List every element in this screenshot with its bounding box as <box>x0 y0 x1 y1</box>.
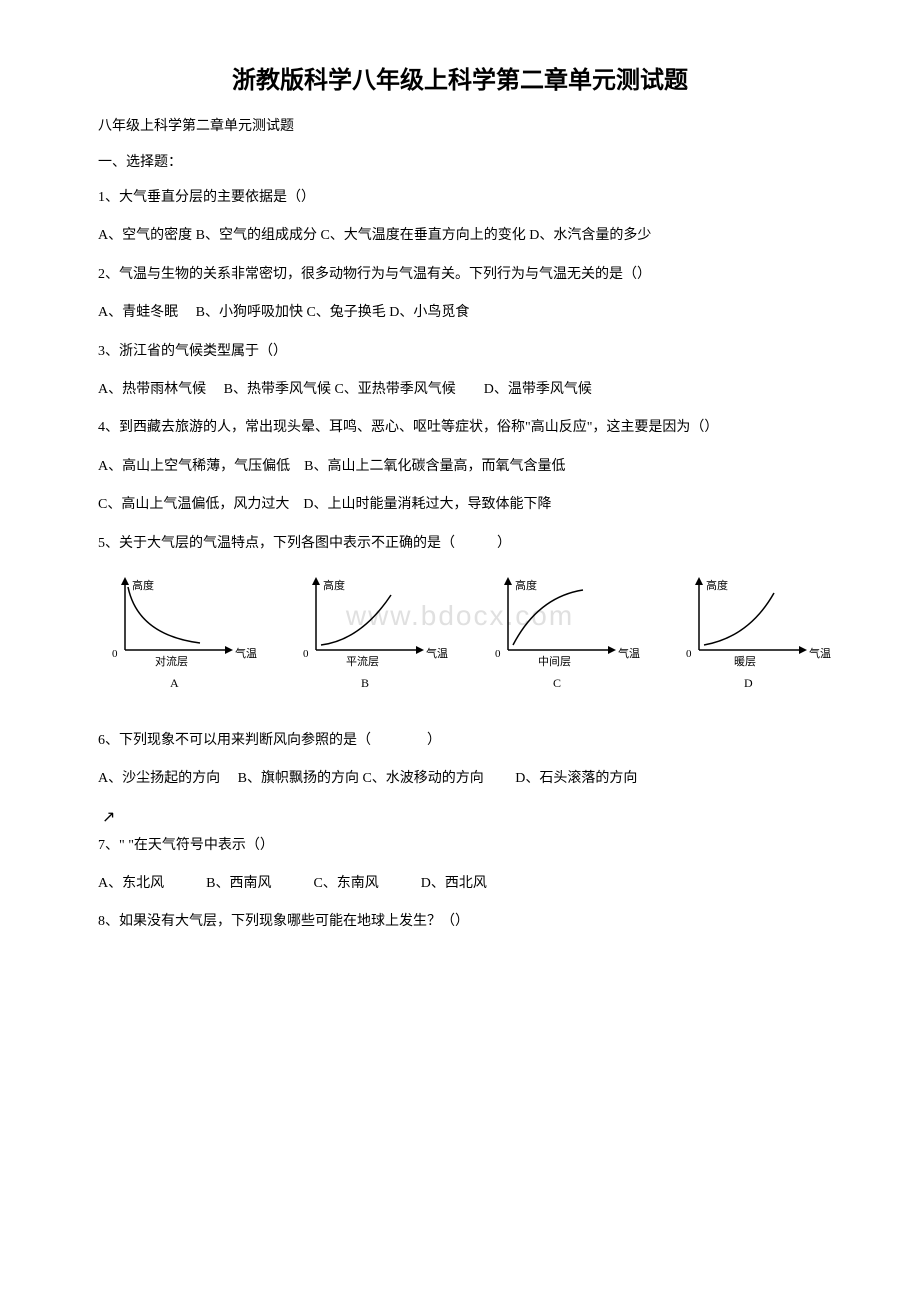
chart-c-xend: 气温 <box>618 646 640 660</box>
chart-b: 高度 0 平流层 气温 B <box>291 575 467 700</box>
question-6-options: A、沙尘扬起的方向 B、旗帜飘扬的方向 C、水波移动的方向 D、石头滚落的方向 <box>70 768 850 790</box>
chart-b-ylabel: 高度 <box>323 578 345 592</box>
chart-d-xlabel: 暖层 <box>734 655 756 668</box>
question-7-options: A、东北风 B、西南风 C、东南风 D、西北风 <box>70 873 850 895</box>
chart-a-curve <box>128 587 200 643</box>
question-7: 7、" "在天气符号中表示（） <box>70 835 850 857</box>
question-5: 5、关于大气层的气温特点，下列各图中表示不正确的是（ ） <box>70 533 850 555</box>
chart-c-ylabel: 高度 <box>515 578 537 592</box>
document-title: 浙教版科学八年级上科学第二章单元测试题 <box>70 60 850 95</box>
question-3: 3、浙江省的气候类型属于（） <box>70 341 850 363</box>
chart-d: 高度 0 暖层 气温 D <box>674 575 850 700</box>
question-4-options-a: A、高山上空气稀薄，气压偏低 B、高山上二氧化碳含量高，而氧气含量低 <box>70 456 850 478</box>
chart-c-origin: 0 <box>495 648 501 660</box>
chart-a: 高度 0 对流层 气温 A <box>100 575 276 700</box>
chart-c: 高度 0 中间层 气温 C <box>483 575 659 700</box>
chart-d-curve <box>704 593 774 645</box>
chart-c-xlabel: 中间层 <box>538 655 571 668</box>
chart-d-origin: 0 <box>686 648 692 660</box>
chart-a-xlabel: 对流层 <box>155 654 188 668</box>
charts-container: 高度 0 对流层 气温 A 高度 0 平流层 气温 B 高度 0 <box>100 575 850 700</box>
document-subtitle: 八年级上科学第二章单元测试题 <box>70 115 850 135</box>
chart-a-origin: 0 <box>112 648 118 660</box>
question-6: 6、下列现象不可以用来判断风向参照的是（ ） <box>70 730 850 752</box>
question-2: 2、气温与生物的关系非常密切，很多动物行为与气温有关。下列行为与气温无关的是（） <box>70 264 850 286</box>
chart-b-curve <box>321 595 391 645</box>
question-1: 1、大气垂直分层的主要依据是（） <box>70 187 850 209</box>
chart-b-xend: 气温 <box>426 646 448 660</box>
chart-a-letter: A <box>170 676 179 690</box>
chart-c-letter: C <box>553 676 561 690</box>
section-header: 一、选择题： <box>70 151 850 171</box>
question-4: 4、到西藏去旅游的人，常出现头晕、耳鸣、恶心、呕吐等症状，俗称"高山反应"，这主… <box>70 417 850 439</box>
question-8: 8、如果没有大气层，下列现象哪些可能在地球上发生？（） <box>70 911 850 933</box>
chart-c-curve <box>513 590 583 645</box>
chart-d-ylabel: 高度 <box>706 578 728 592</box>
chart-b-letter: B <box>361 676 369 690</box>
question-1-options: A、空气的密度 B、空气的组成成分 C、大气温度在垂直方向上的变化 D、水汽含量… <box>70 225 850 247</box>
question-4-options-b: C、高山上气温偏低，风力过大 D、上山时能量消耗过大，导致体能下降 <box>70 494 850 516</box>
wind-arrow-icon: ↗ <box>102 807 850 827</box>
chart-d-xend: 气温 <box>809 646 831 660</box>
chart-d-letter: D <box>744 676 753 690</box>
chart-b-origin: 0 <box>303 648 309 660</box>
chart-b-xlabel: 平流层 <box>346 654 379 668</box>
chart-a-ylabel: 高度 <box>132 578 154 592</box>
question-3-options: A、热带雨林气候 B、热带季风气候 C、亚热带季风气候 D、温带季风气候 <box>70 379 850 401</box>
question-2-options: A、青蛙冬眠 B、小狗呼吸加快 C、兔子换毛 D、小鸟觅食 <box>70 302 850 324</box>
chart-a-xend: 气温 <box>235 646 257 660</box>
